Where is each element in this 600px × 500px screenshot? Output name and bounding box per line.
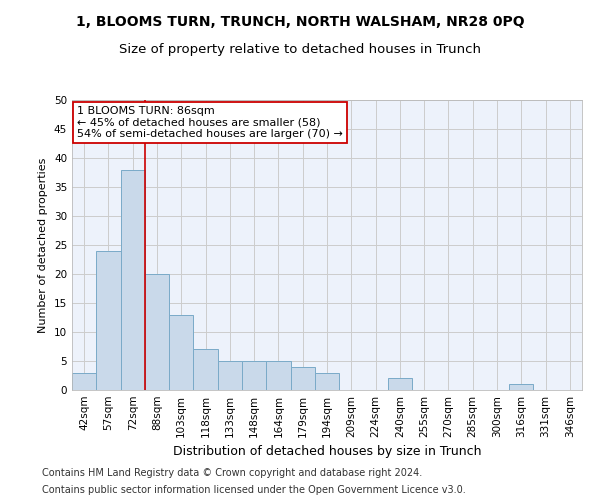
Text: Contains public sector information licensed under the Open Government Licence v3: Contains public sector information licen… [42, 485, 466, 495]
Bar [145, 274, 169, 390]
Bar [509, 384, 533, 390]
Bar [96, 251, 121, 390]
Bar [193, 350, 218, 390]
Text: 1, BLOOMS TURN, TRUNCH, NORTH WALSHAM, NR28 0PQ: 1, BLOOMS TURN, TRUNCH, NORTH WALSHAM, N… [76, 15, 524, 29]
Bar [388, 378, 412, 390]
Bar [242, 361, 266, 390]
Bar [290, 367, 315, 390]
Bar [169, 314, 193, 390]
Bar [121, 170, 145, 390]
Bar [72, 372, 96, 390]
X-axis label: Distribution of detached houses by size in Trunch: Distribution of detached houses by size … [173, 446, 481, 458]
Text: Size of property relative to detached houses in Trunch: Size of property relative to detached ho… [119, 42, 481, 56]
Text: Contains HM Land Registry data © Crown copyright and database right 2024.: Contains HM Land Registry data © Crown c… [42, 468, 422, 477]
Text: 1 BLOOMS TURN: 86sqm
← 45% of detached houses are smaller (58)
54% of semi-detac: 1 BLOOMS TURN: 86sqm ← 45% of detached h… [77, 106, 343, 139]
Bar [266, 361, 290, 390]
Y-axis label: Number of detached properties: Number of detached properties [38, 158, 49, 332]
Bar [218, 361, 242, 390]
Bar [315, 372, 339, 390]
